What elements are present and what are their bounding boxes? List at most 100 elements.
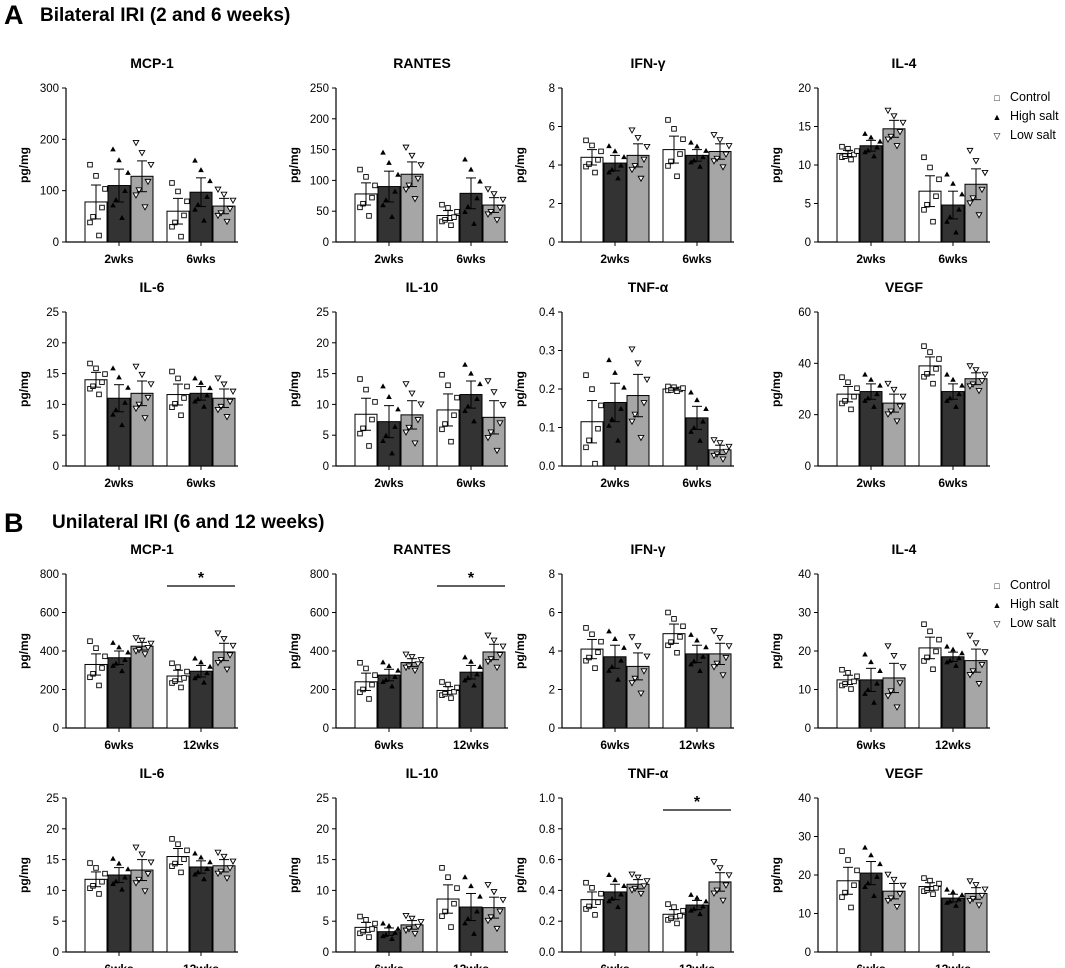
data-point-high-salt <box>116 860 122 866</box>
data-point-low-salt <box>499 643 507 650</box>
data-point-control <box>369 926 375 932</box>
data-point-high-salt <box>953 403 959 409</box>
data-point-low-salt <box>493 664 501 672</box>
y-tick-label: 25 <box>46 307 59 319</box>
data-point-control <box>924 654 930 661</box>
legend-label: High salt <box>1010 109 1059 123</box>
chart-title: IFN-γ <box>631 55 666 71</box>
data-point-high-salt <box>871 699 877 705</box>
data-point-control <box>172 219 178 226</box>
data-point-low-salt <box>899 882 907 890</box>
y-tick-label: 20 <box>316 824 329 836</box>
data-point-high-salt <box>471 930 477 936</box>
panel-a-title: Bilateral IRI (2 and 6 weeks) <box>40 5 291 26</box>
data-point-high-salt <box>116 644 122 650</box>
data-point-control <box>674 649 680 656</box>
x-tick-label: 2wks <box>104 252 134 266</box>
panel-b-title: Unilateral IRI (6 and 12 weeks) <box>52 512 325 533</box>
chart-title: VEGF <box>885 765 924 781</box>
data-point-high-salt <box>953 662 959 668</box>
data-point-high-salt <box>119 886 125 892</box>
data-point-low-salt <box>147 859 155 866</box>
data-point-control <box>680 623 686 630</box>
data-point-control <box>589 386 595 392</box>
x-tick-label: 2wks <box>856 252 886 266</box>
data-point-high-salt <box>956 896 962 902</box>
data-point-control <box>448 222 454 229</box>
bar-high-salt <box>107 657 131 729</box>
y-tick-label: 300 <box>40 83 59 95</box>
data-point-low-salt <box>214 870 222 878</box>
data-point-low-salt <box>214 212 222 220</box>
data-point-low-salt <box>972 158 980 165</box>
data-point-high-salt <box>606 898 612 904</box>
data-point-low-salt <box>141 204 149 211</box>
data-point-control <box>439 865 445 871</box>
data-point-high-salt <box>201 876 207 882</box>
data-point-high-salt <box>612 369 618 375</box>
data-point-high-salt <box>477 381 483 387</box>
data-point-low-salt <box>628 127 636 134</box>
data-point-control <box>172 860 178 867</box>
data-point-high-salt <box>119 668 125 674</box>
data-point-high-salt <box>395 406 401 412</box>
data-point-control <box>181 395 187 401</box>
data-point-high-salt <box>474 908 480 914</box>
data-point-control <box>936 176 942 183</box>
y-axis-label: pg/mg <box>17 633 31 669</box>
filled-triangle-icon: ▲ <box>992 600 1002 610</box>
data-point-low-salt <box>214 659 222 667</box>
data-point-control <box>595 649 601 656</box>
data-point-high-salt <box>192 871 198 877</box>
data-point-control <box>845 379 851 386</box>
data-point-high-salt <box>703 898 709 904</box>
data-point-high-salt <box>195 201 201 207</box>
data-point-high-salt <box>201 679 207 685</box>
data-point-control <box>677 634 683 640</box>
data-point-high-salt <box>198 379 204 385</box>
data-point-control <box>680 136 686 142</box>
data-point-low-salt <box>972 640 980 647</box>
y-tick-label: 20 <box>798 410 811 422</box>
data-point-high-salt <box>874 873 880 879</box>
x-tick-label: 6wks <box>600 962 630 968</box>
data-point-control <box>451 688 457 695</box>
data-point-low-salt <box>144 394 152 402</box>
legend-panel-a: □ Control ▲ High salt ▽ Low salt <box>984 88 1059 145</box>
bar-high-salt <box>603 162 627 243</box>
bar-high-salt <box>941 656 965 729</box>
data-point-control <box>184 198 190 205</box>
data-point-high-salt <box>874 144 880 150</box>
data-point-low-salt <box>490 637 498 645</box>
data-point-high-salt <box>380 202 386 208</box>
chart-title: IL-4 <box>892 55 917 71</box>
y-tick-label: 600 <box>40 608 59 620</box>
data-point-high-salt <box>606 872 612 877</box>
x-tick-label: 6wks <box>938 476 968 490</box>
data-point-control <box>921 343 927 349</box>
y-tick-label: 15 <box>46 855 59 867</box>
data-point-low-salt <box>408 152 416 160</box>
data-point-high-salt <box>944 886 950 892</box>
data-point-low-salt <box>220 381 228 388</box>
data-point-low-salt <box>496 205 504 212</box>
data-point-control <box>921 658 927 664</box>
data-point-high-salt <box>621 883 627 889</box>
data-point-low-salt <box>411 667 419 675</box>
data-point-high-salt <box>697 437 703 443</box>
data-point-low-salt <box>716 865 724 872</box>
data-point-low-salt <box>631 675 639 683</box>
data-point-high-salt <box>621 384 627 390</box>
data-point-high-salt <box>198 167 204 173</box>
data-point-low-salt <box>884 643 892 650</box>
data-point-low-salt <box>411 930 419 938</box>
significance-label: * <box>198 570 205 587</box>
y-tick-label: 20 <box>798 870 811 882</box>
data-point-low-salt <box>978 892 986 900</box>
data-point-control <box>586 437 592 444</box>
data-point-high-salt <box>477 663 483 669</box>
data-point-low-salt <box>226 398 234 406</box>
data-point-low-salt <box>144 178 152 186</box>
data-point-control <box>921 154 927 161</box>
x-tick-label: 2wks <box>374 476 404 490</box>
